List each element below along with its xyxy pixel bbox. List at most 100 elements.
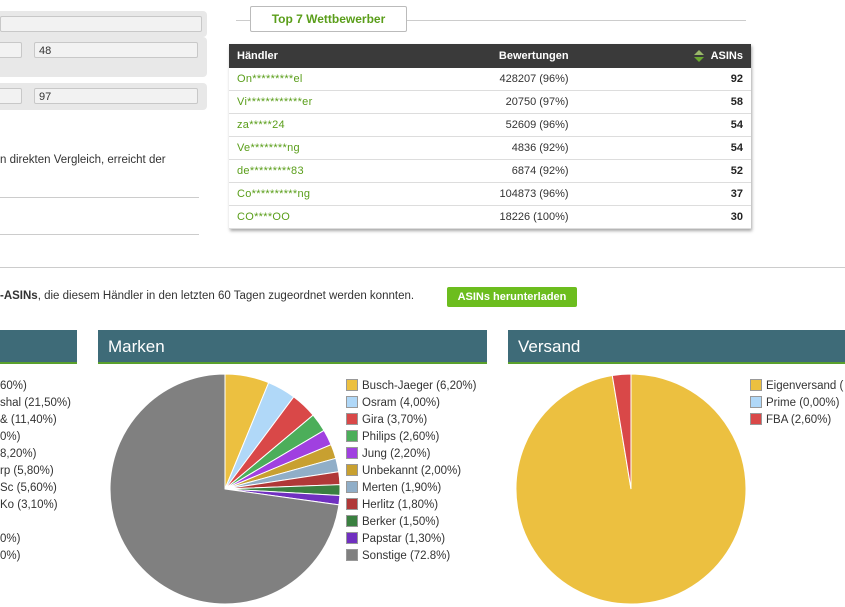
merchant-link[interactable]: Ve********ng bbox=[229, 136, 376, 160]
rating-cell: 6874 (92%) bbox=[375, 159, 685, 183]
rating-cell: 4836 (92%) bbox=[375, 136, 685, 160]
legend-swatch bbox=[346, 446, 358, 459]
left-legend-item: 0%) bbox=[0, 533, 21, 545]
legend-swatch bbox=[346, 480, 358, 493]
legend-item[interactable]: Eigenversand ( bbox=[750, 378, 843, 395]
legend-label: Eigenversand ( bbox=[766, 380, 844, 392]
legend-swatch bbox=[346, 412, 358, 425]
table-row: za*****24 52609 (96%) 54 bbox=[229, 113, 751, 137]
left-legend-item: 60%) bbox=[0, 380, 27, 392]
pie-slice[interactable] bbox=[611, 373, 632, 490]
asin-count-cell: 58 bbox=[684, 90, 751, 114]
marken-legend: Busch-Jaeger (6,20%) Osram (4,00%) Gira (3… bbox=[346, 378, 476, 565]
legend-swatch bbox=[346, 531, 358, 544]
number-field-a[interactable]: 48 bbox=[34, 42, 198, 58]
legend-label: Gira (3,70%) bbox=[362, 414, 428, 426]
legend-swatch bbox=[750, 412, 762, 425]
asin-count-cell: 54 bbox=[684, 136, 751, 160]
versand-legend: Eigenversand ( Prime (0,00%) FBA (2,60%) bbox=[750, 378, 843, 429]
legend-label: FBA (2,60%) bbox=[766, 414, 832, 426]
panel-header-versand: Versand bbox=[508, 330, 845, 364]
legend-swatch bbox=[750, 378, 762, 391]
left-legend-item: & (11,40%) bbox=[0, 414, 57, 426]
merchant-link[interactable]: Vi************er bbox=[229, 90, 376, 114]
rating-cell: 52609 (96%) bbox=[375, 113, 685, 137]
legend-label: Papstar (1,30%) bbox=[362, 533, 446, 545]
legend-label: Berker (1,50%) bbox=[362, 516, 440, 528]
legend-item[interactable]: Merten (1,90%) bbox=[346, 480, 476, 497]
legend-item[interactable]: Osram (4,00%) bbox=[346, 395, 476, 412]
merchant-link[interactable]: CO****OO bbox=[229, 205, 376, 229]
legend-label: Jung (2,20%) bbox=[362, 448, 431, 460]
left-legend-item: 0%) bbox=[0, 550, 21, 562]
legend-swatch bbox=[346, 514, 358, 527]
column-header-merchant[interactable]: Händler bbox=[229, 44, 376, 68]
column-header-ratings[interactable]: Bewertungen bbox=[375, 44, 685, 68]
left-legend: 60%) shal (21,50%) & (11,40%) 0%) 8,20%) rp (… bbox=[0, 378, 71, 565]
left-legend-item: Ko (3,10%) bbox=[0, 499, 58, 511]
legend-item[interactable]: Busch-Jaeger (6,20%) bbox=[346, 378, 476, 395]
left-legend-item: rp (5,80%) bbox=[0, 465, 54, 477]
panel-header-left bbox=[0, 330, 77, 364]
rating-cell: 104873 (96%) bbox=[375, 182, 685, 206]
legend-item[interactable]: Prime (0,00%) bbox=[750, 395, 843, 412]
asin-count-cell: 54 bbox=[684, 113, 751, 137]
legend-swatch bbox=[346, 395, 358, 408]
merchant-link[interactable]: de*********83 bbox=[229, 159, 376, 183]
legend-swatch bbox=[750, 395, 762, 408]
panel-header-marken: Marken bbox=[98, 330, 487, 364]
number-field-b[interactable]: 97 bbox=[34, 88, 198, 104]
legend-item[interactable]: Papstar (1,30%) bbox=[346, 531, 476, 548]
legend-item[interactable]: Herlitz (1,80%) bbox=[346, 497, 476, 514]
download-asins-button[interactable]: ASINs herunterladen bbox=[447, 287, 577, 307]
legend-swatch bbox=[346, 429, 358, 442]
column-header-asins[interactable]: ASINs bbox=[684, 44, 751, 68]
section-divider bbox=[0, 267, 845, 268]
rating-cell: 20750 (97%) bbox=[375, 90, 685, 114]
table-row: Ve********ng 4836 (92%) 54 bbox=[229, 136, 751, 160]
divider bbox=[0, 234, 199, 235]
legend-item[interactable]: Philips (2,60%) bbox=[346, 429, 476, 446]
legend-label: Osram (4,00%) bbox=[362, 397, 440, 409]
asin-count-cell: 92 bbox=[684, 68, 751, 91]
table-row: de*********83 6874 (92%) 52 bbox=[229, 159, 751, 183]
left-legend-item: 0%) bbox=[0, 431, 21, 443]
legend-swatch bbox=[346, 497, 358, 510]
legend-item[interactable]: FBA (2,60%) bbox=[750, 412, 843, 429]
top-competitors-button[interactable]: Top 7 Wettbewerber bbox=[250, 6, 407, 32]
pie-slice[interactable] bbox=[109, 373, 340, 605]
legend-label: Merten (1,90%) bbox=[362, 482, 442, 494]
legend-item[interactable]: Unbekannt (2,00%) bbox=[346, 463, 476, 480]
sort-icon bbox=[693, 50, 704, 63]
legend-item[interactable]: Berker (1,50%) bbox=[346, 514, 476, 531]
field-left-stub-2[interactable] bbox=[0, 88, 22, 104]
legend-label: Busch-Jaeger (6,20%) bbox=[362, 380, 477, 392]
text-field-top[interactable] bbox=[0, 16, 202, 32]
legend-item[interactable]: Gira (3,70%) bbox=[346, 412, 476, 429]
table-row: On*********el 428207 (96%) 92 bbox=[229, 68, 751, 91]
legend-item[interactable]: Jung (2,20%) bbox=[346, 446, 476, 463]
rating-cell: 18226 (100%) bbox=[375, 205, 685, 229]
versand-pie-chart bbox=[515, 373, 747, 605]
asin-info-rest: , die diesem Händler in den letzten 60 T… bbox=[37, 290, 415, 302]
legend-swatch bbox=[346, 378, 358, 391]
competitors-table: Händler Bewertungen ASINs On*********el 4… bbox=[229, 44, 751, 229]
left-legend-item bbox=[0, 514, 71, 531]
legend-label: Herlitz (1,80%) bbox=[362, 499, 439, 511]
marken-pie-chart bbox=[109, 373, 341, 605]
legend-item[interactable]: Sonstige (72.8%) bbox=[346, 548, 476, 565]
merchant-link[interactable]: za*****24 bbox=[229, 113, 376, 137]
legend-swatch bbox=[346, 548, 358, 561]
merchant-link[interactable]: On*********el bbox=[229, 68, 376, 91]
table-row: Co**********ng 104873 (96%) 37 bbox=[229, 182, 751, 206]
table-row: CO****OO 18226 (100%) 30 bbox=[229, 205, 751, 229]
asin-count-cell: 52 bbox=[684, 159, 751, 183]
left-legend-item: shal (21,50%) bbox=[0, 397, 71, 409]
column-header-asins-label: ASINs bbox=[710, 49, 743, 62]
left-legend-item: Sc (5,60%) bbox=[0, 482, 57, 494]
merchant-link[interactable]: Co**********ng bbox=[229, 182, 376, 206]
legend-label: Philips (2,60%) bbox=[362, 431, 440, 443]
asin-info-bold: -ASINs bbox=[0, 290, 38, 302]
competitors-rule bbox=[236, 20, 746, 21]
field-left-stub[interactable] bbox=[0, 42, 22, 58]
